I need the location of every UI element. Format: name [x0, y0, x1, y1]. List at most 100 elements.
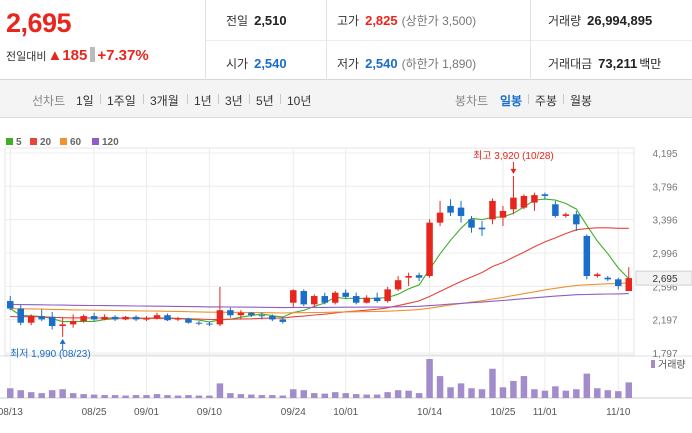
volume-bar: [269, 395, 276, 398]
candle-body: [143, 318, 150, 320]
period-tab-5y[interactable]: 5년: [256, 94, 274, 108]
volume-bar: [468, 388, 475, 398]
volume-bar: [216, 383, 224, 398]
candle-body: [80, 316, 87, 322]
volume-bar: [573, 389, 580, 398]
candle-body: [436, 212, 444, 223]
y-tick-label: 1,797: [652, 349, 677, 360]
candle-body: [290, 290, 297, 303]
volume-bar: [447, 387, 454, 398]
candle-body: [415, 275, 423, 278]
volume-bar: [373, 394, 381, 398]
candle-tab-daily[interactable]: 일봉: [500, 94, 523, 108]
y-tick-label: 4,195: [652, 149, 677, 160]
volume-bar: [510, 380, 517, 398]
candle-body: [6, 301, 14, 309]
y-tick-label: 3,396: [652, 216, 677, 227]
volume-bar: [499, 387, 507, 398]
candle-body: [625, 278, 633, 292]
candle-body: [311, 296, 318, 305]
tab-divider: [143, 94, 144, 104]
x-tick-label: 10/01: [333, 407, 358, 418]
volume-bar: [6, 388, 14, 398]
lower-limit: (하한가 1,890): [401, 57, 477, 71]
low-arrow-head-icon: [59, 338, 66, 344]
volume-bar: [615, 391, 622, 398]
candle-body: [48, 316, 56, 327]
amount-stat: 거래대금 73,211 백만: [548, 55, 661, 72]
x-tick-label: 08/25: [82, 407, 107, 418]
candle-body: [258, 315, 266, 317]
candle-body: [363, 297, 370, 303]
tab-divider: [563, 94, 564, 104]
volume-label: 거래량: [658, 359, 686, 371]
candle-body: [604, 277, 612, 280]
low-value: 2,540: [365, 56, 398, 71]
volume-bar: [436, 376, 444, 398]
x-tick-label: 11/10: [606, 407, 631, 418]
x-tick-label: 09/24: [281, 407, 306, 418]
volume-bar: [122, 395, 129, 398]
candle-body: [279, 319, 287, 322]
plot-frame: [4, 147, 635, 356]
volume-bar: [342, 393, 349, 398]
candle-body: [90, 316, 98, 320]
period-tab-1d[interactable]: 1일: [76, 94, 94, 108]
volume-stat: 거래량 26,994,895: [548, 12, 652, 29]
price-box: 2,695 전일대비▲185 +7.37%: [0, 0, 206, 80]
legend-swatch-ma120: [92, 138, 99, 145]
amount-value: 73,211: [598, 56, 638, 71]
volume-bar: [541, 390, 549, 398]
candle-body: [38, 316, 45, 320]
candle-body: [227, 310, 234, 316]
period-tab-1w[interactable]: 1주일: [107, 94, 136, 108]
current-price: 2,695: [6, 8, 72, 38]
tab-divider: [187, 94, 188, 104]
change-amount: 185: [62, 47, 88, 64]
candle-body: [510, 197, 517, 210]
candle-body: [216, 310, 224, 325]
candle-body: [300, 291, 308, 305]
period-tab-3y[interactable]: 3년: [225, 94, 243, 108]
tab-divider: [528, 94, 529, 104]
line-chart-tab[interactable]: 선차트: [32, 94, 66, 108]
volume-bar: [489, 368, 496, 398]
volume-bar: [101, 395, 108, 398]
volume-bar: [583, 373, 591, 398]
volume-bar: [111, 395, 119, 398]
candle-tab-weekly[interactable]: 주봉: [535, 94, 558, 108]
ma120-line: [10, 293, 629, 309]
candle-body: [352, 296, 360, 303]
period-tab-1y[interactable]: 1년: [194, 94, 212, 108]
change-rate: +7.37%: [97, 47, 149, 64]
period-tab-10y[interactable]: 10년: [287, 94, 312, 108]
volume-bar: [290, 389, 297, 398]
chart-canvas[interactable]: 4,195 3,796 3,396 2,996 2,596 2,197 1,797 08/13…: [0, 118, 692, 433]
tab-divider: [249, 94, 250, 104]
x-tick-label: 10/14: [417, 407, 442, 418]
current-price-label: 2,695: [652, 274, 677, 285]
low-stat: 저가 2,540 (하한가 1,890): [337, 55, 476, 72]
candle-chart-tab[interactable]: 봉차트: [455, 94, 489, 108]
amount-unit: 백만: [639, 57, 662, 71]
tab-divider: [100, 94, 101, 104]
open-value: 2,540: [254, 56, 287, 71]
candle-body: [195, 322, 203, 324]
candle-body: [457, 207, 465, 216]
candle-body: [331, 292, 339, 303]
price-chart[interactable]: 5 20 60 120 4,195 3,796 3,396 2,996 2,596 2,1…: [0, 118, 692, 433]
volume-bar: [69, 393, 77, 398]
high-label: 고가: [337, 14, 360, 28]
x-tick-label: 09/01: [134, 407, 159, 418]
y-tick-label: 2,996: [652, 249, 677, 260]
prev-close-stat: 전일 2,510: [226, 12, 287, 29]
period-tab-3m[interactable]: 3개월: [150, 94, 179, 108]
candle-body: [426, 222, 433, 277]
legend-swatch-ma5: [6, 138, 13, 145]
x-tick-label: 10/25: [490, 407, 515, 418]
prev-close-label: 전일: [226, 14, 249, 28]
candle-tab-monthly[interactable]: 월봉: [570, 94, 593, 108]
low-label: 저가: [337, 57, 360, 71]
volume-bar: [311, 393, 318, 398]
y-tick-label: 3,796: [652, 182, 677, 193]
